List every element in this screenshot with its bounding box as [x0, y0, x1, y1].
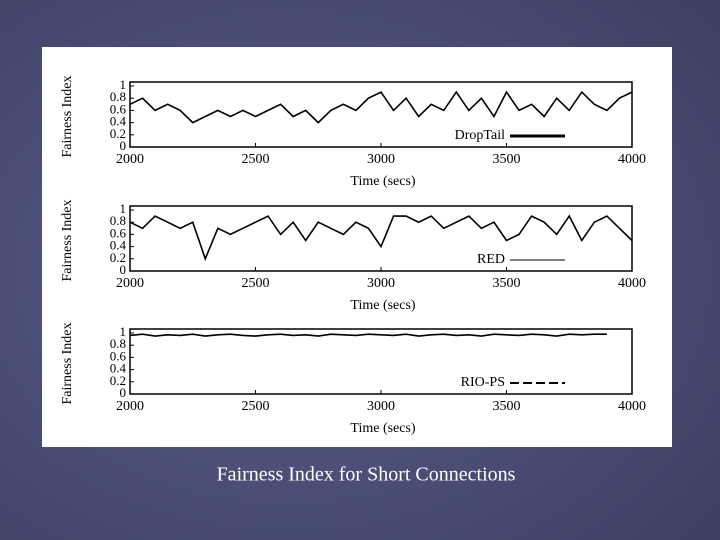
x-tick-label: 3000: [367, 276, 395, 291]
x-tick-label: 3500: [493, 152, 521, 167]
y-tick-label: 1: [120, 324, 127, 339]
y-axis-label: Fairness Index: [60, 322, 75, 404]
x-axis-label: Time (secs): [350, 174, 416, 189]
x-tick-label: 4000: [618, 399, 646, 414]
data-line: [129, 333, 607, 337]
figure-panel: [42, 47, 672, 447]
x-tick-label: 2500: [242, 152, 270, 167]
data-line: [129, 214, 633, 262]
y-tick-label: 0.6: [110, 101, 127, 116]
x-tick-label: 2500: [242, 399, 270, 414]
y-tick-label: 0.8: [110, 89, 126, 104]
x-tick-label: 3000: [367, 152, 395, 167]
x-tick-label: 2500: [242, 276, 270, 291]
y-tick-label: 0.4: [110, 114, 127, 129]
y-tick-label: 0.4: [110, 238, 127, 253]
x-tick-label: 2000: [116, 152, 144, 167]
x-tick-label: 3000: [367, 399, 395, 414]
y-axis-label: Fairness Index: [60, 199, 75, 281]
y-tick-label: 0.6: [110, 225, 127, 240]
y-tick-label: 0.2: [110, 126, 126, 141]
y-tick-label: 0: [120, 262, 127, 277]
y-tick-label: 1: [120, 201, 127, 216]
y-tick-label: 0.8: [110, 213, 126, 228]
y-tick-label: 0: [120, 138, 127, 153]
legend-label: RIO-PS: [461, 375, 505, 390]
y-tick-label: 0.2: [110, 250, 126, 265]
x-tick-label: 2000: [116, 276, 144, 291]
y-tick-label: 0.6: [110, 348, 127, 363]
y-axis-label: Fairness Index: [60, 75, 75, 157]
y-tick-label: 0.4: [110, 361, 127, 376]
x-tick-label: 4000: [618, 152, 646, 167]
legend-label: RED: [477, 252, 505, 267]
y-tick-label: 0.2: [110, 373, 126, 388]
y-tick-label: 0.8: [110, 336, 126, 351]
x-axis-label: Time (secs): [350, 298, 416, 313]
x-tick-label: 4000: [618, 276, 646, 291]
x-tick-label: 3500: [493, 399, 521, 414]
y-tick-label: 1: [120, 77, 127, 92]
caption: Fairness Index for Short Connections: [217, 464, 516, 486]
y-tick-label: 0: [120, 385, 127, 400]
x-tick-label: 3500: [493, 276, 521, 291]
x-axis-label: Time (secs): [350, 421, 416, 436]
data-line: [129, 90, 633, 124]
x-tick-label: 2000: [116, 399, 144, 414]
legend-label: DropTail: [455, 128, 505, 143]
